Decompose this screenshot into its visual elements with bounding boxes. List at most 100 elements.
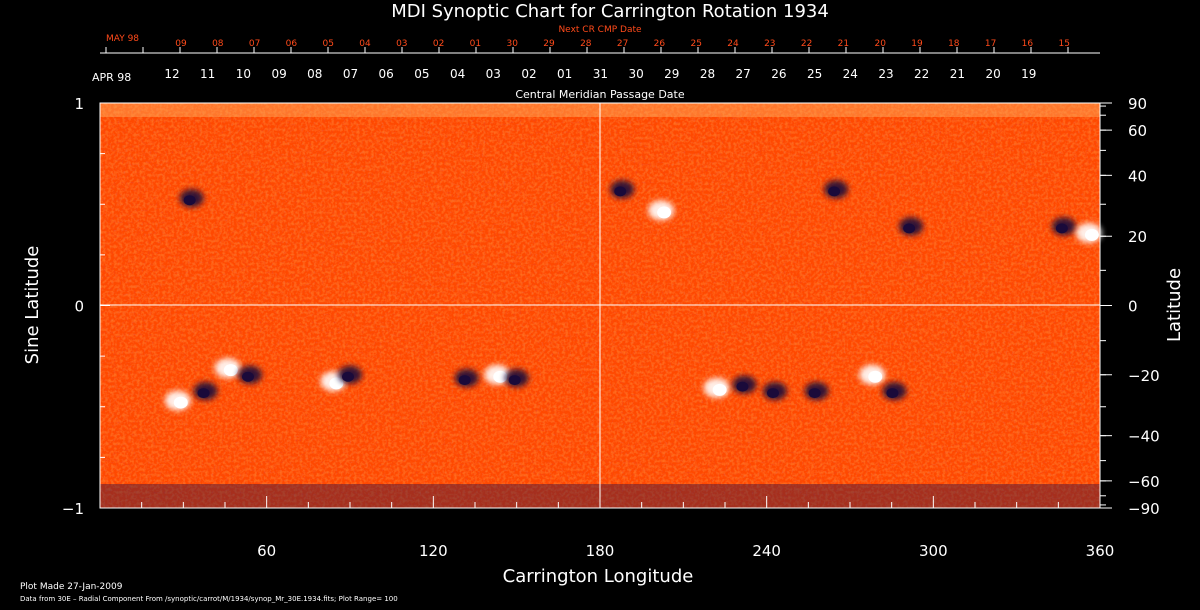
mid-date-label: 01 bbox=[557, 67, 572, 81]
positive-polarity-core bbox=[329, 377, 344, 390]
top-date-label: 28 bbox=[580, 39, 592, 49]
negative-polarity-core bbox=[508, 375, 521, 386]
mid-date-label: 27 bbox=[736, 67, 751, 81]
negative-polarity-core bbox=[903, 223, 916, 234]
y-right-tick-label: −40 bbox=[1128, 428, 1160, 446]
x-axis-label: Carrington Longitude bbox=[503, 566, 694, 587]
y-right-tick-label: 40 bbox=[1128, 167, 1147, 185]
top-date-label: 25 bbox=[690, 39, 701, 49]
mid-date-label: 08 bbox=[307, 67, 322, 81]
y-right-tick-label: −20 bbox=[1128, 367, 1160, 385]
top-date-label: 06 bbox=[286, 39, 298, 49]
mid-date-label: 28 bbox=[700, 67, 715, 81]
mid-date-label: 04 bbox=[450, 67, 465, 81]
mid-date-label: 07 bbox=[343, 67, 358, 81]
top-date-label: 09 bbox=[175, 39, 187, 49]
top-date-label: 17 bbox=[985, 39, 996, 49]
y-right-tick-label: 0 bbox=[1128, 298, 1138, 316]
mid-axis-label: Central Meridian Passage Date bbox=[515, 88, 684, 101]
negative-polarity-core bbox=[1055, 223, 1068, 234]
mid-date-label: 21 bbox=[950, 67, 965, 81]
negative-polarity-core bbox=[342, 371, 354, 382]
negative-polarity-core bbox=[828, 186, 841, 197]
top-date-label: 18 bbox=[948, 39, 960, 49]
mid-date-label: 02 bbox=[521, 67, 536, 81]
positive-polarity-core bbox=[868, 370, 883, 383]
y-axis-left-ticks: 1 0 −1 bbox=[62, 95, 110, 518]
y-axis-right-ticks: 90 60 40 20 0 −20 −40 −60 −90 bbox=[1100, 95, 1160, 518]
mid-axis-month: APR 98 bbox=[92, 71, 131, 84]
top-date-label: 07 bbox=[249, 39, 260, 49]
top-date-label: 04 bbox=[359, 39, 371, 49]
y-right-tick-label: −60 bbox=[1128, 473, 1160, 491]
top-date-label: 15 bbox=[1058, 39, 1069, 49]
active-regions bbox=[164, 180, 1102, 411]
top-date-label: 19 bbox=[911, 39, 923, 49]
y-left-tick-label: 1 bbox=[74, 95, 84, 113]
positive-polarity-core bbox=[493, 370, 508, 383]
top-date-label: 16 bbox=[1022, 39, 1034, 49]
y-right-tick-label: 20 bbox=[1128, 228, 1147, 246]
top-date-label: 20 bbox=[874, 39, 886, 49]
positive-polarity-core bbox=[173, 396, 188, 409]
top-date-label: 29 bbox=[543, 39, 555, 49]
top-date-label: 21 bbox=[838, 39, 849, 49]
plot-source-text: Data from 30E – Radial Component From /s… bbox=[20, 595, 398, 603]
top-date-label: 08 bbox=[212, 39, 224, 49]
mid-date-label: 23 bbox=[878, 67, 893, 81]
x-tick-label: 120 bbox=[419, 542, 448, 560]
mid-date-label: 30 bbox=[628, 67, 643, 81]
top-date-label: 30 bbox=[506, 39, 518, 49]
positive-polarity-core bbox=[223, 364, 238, 377]
negative-polarity-core bbox=[242, 371, 254, 382]
positive-polarity-core bbox=[1084, 228, 1099, 241]
mid-date-label: 03 bbox=[486, 67, 501, 81]
top-date-label: 23 bbox=[764, 39, 775, 49]
positive-polarity-core bbox=[712, 383, 727, 396]
y-right-tick-label: 60 bbox=[1128, 122, 1147, 140]
x-axis-ticks: 60 120 180 240 300 360 bbox=[141, 496, 1114, 560]
mid-date-label: 29 bbox=[664, 67, 679, 81]
top-date-label: 26 bbox=[654, 39, 666, 49]
top-date-label: 05 bbox=[322, 39, 333, 49]
top-date-label: 02 bbox=[433, 39, 444, 49]
chart-title: MDI Synoptic Chart for Carrington Rotati… bbox=[391, 1, 829, 22]
mid-axis-dates: 12 11 10 09 08 07 06 05 04 03 02 01 31 30 29 28 27 26 25 24… bbox=[164, 67, 1036, 81]
x-tick-label: 300 bbox=[919, 542, 948, 560]
mid-date-label: 05 bbox=[414, 67, 429, 81]
mid-date-label: 10 bbox=[236, 67, 251, 81]
negative-polarity-core bbox=[886, 388, 899, 399]
mid-date-label: 20 bbox=[985, 67, 1000, 81]
mid-date-label: 22 bbox=[914, 67, 929, 81]
mid-date-label: 12 bbox=[164, 67, 179, 81]
top-date-label: 24 bbox=[727, 39, 739, 49]
mid-date-label: 24 bbox=[843, 67, 858, 81]
mid-date-label: 25 bbox=[807, 67, 822, 81]
negative-polarity-core bbox=[458, 375, 471, 386]
y-axis-right-label: Latitude bbox=[1164, 268, 1185, 342]
x-tick-label: 180 bbox=[586, 542, 615, 560]
mid-date-label: 31 bbox=[593, 67, 608, 81]
mid-date-label: 11 bbox=[200, 67, 215, 81]
negative-polarity-core bbox=[197, 388, 210, 399]
mid-date-label: 09 bbox=[271, 67, 286, 81]
y-left-tick-label: −1 bbox=[62, 500, 84, 518]
negative-polarity-core bbox=[614, 186, 627, 197]
y-right-tick-label: −90 bbox=[1128, 500, 1160, 518]
x-tick-label: 240 bbox=[752, 542, 781, 560]
top-axis-label: Next CR CMP Date bbox=[558, 25, 642, 35]
negative-polarity-core bbox=[808, 388, 821, 399]
top-date-label: 27 bbox=[617, 39, 628, 49]
mid-date-label: 19 bbox=[1021, 67, 1036, 81]
y-right-tick-label: 90 bbox=[1128, 95, 1147, 113]
y-left-tick-label: 0 bbox=[74, 298, 84, 316]
y-axis-left-label: Sine Latitude bbox=[22, 246, 43, 365]
mid-date-label: 06 bbox=[379, 67, 394, 81]
top-axis-month: MAY 98 bbox=[106, 34, 139, 44]
mid-date-label: 26 bbox=[771, 67, 786, 81]
top-date-label: 22 bbox=[801, 39, 812, 49]
top-date-label: 01 bbox=[470, 39, 481, 49]
negative-polarity-core bbox=[736, 381, 749, 392]
negative-polarity-core bbox=[183, 195, 196, 206]
